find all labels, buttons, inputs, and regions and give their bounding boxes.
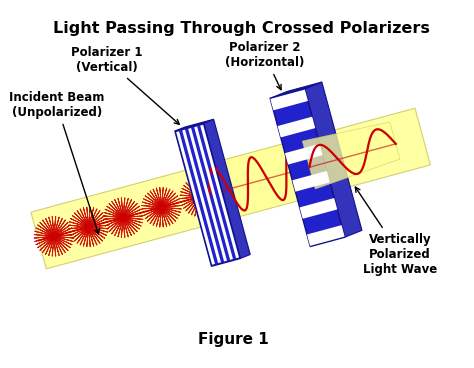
Polygon shape — [270, 82, 322, 98]
Text: Polarizer 1
(Vertical): Polarizer 1 (Vertical) — [71, 46, 179, 124]
Polygon shape — [204, 119, 250, 258]
Text: Polarizer 2
(Horizontal): Polarizer 2 (Horizontal) — [225, 41, 304, 90]
Polygon shape — [270, 89, 345, 247]
Polygon shape — [270, 89, 308, 110]
Polygon shape — [300, 198, 337, 219]
Polygon shape — [305, 82, 362, 237]
Polygon shape — [176, 131, 215, 265]
Polygon shape — [202, 140, 313, 223]
Polygon shape — [278, 117, 315, 137]
Polygon shape — [302, 122, 400, 189]
Polygon shape — [31, 108, 430, 269]
Text: Incident Beam
(Unpolarized): Incident Beam (Unpolarized) — [9, 91, 104, 234]
Polygon shape — [307, 225, 345, 246]
Polygon shape — [194, 127, 233, 260]
Polygon shape — [285, 144, 323, 164]
Polygon shape — [175, 123, 240, 266]
Polygon shape — [200, 125, 239, 258]
Text: Vertically
Polarized
Light Wave: Vertically Polarized Light Wave — [356, 187, 437, 276]
Polygon shape — [182, 130, 221, 263]
Text: Figure 1: Figure 1 — [198, 332, 268, 347]
Polygon shape — [292, 171, 330, 192]
Polygon shape — [188, 128, 227, 261]
Polygon shape — [175, 119, 214, 131]
Text: Light Passing Through Crossed Polarizers: Light Passing Through Crossed Polarizers — [54, 21, 430, 36]
